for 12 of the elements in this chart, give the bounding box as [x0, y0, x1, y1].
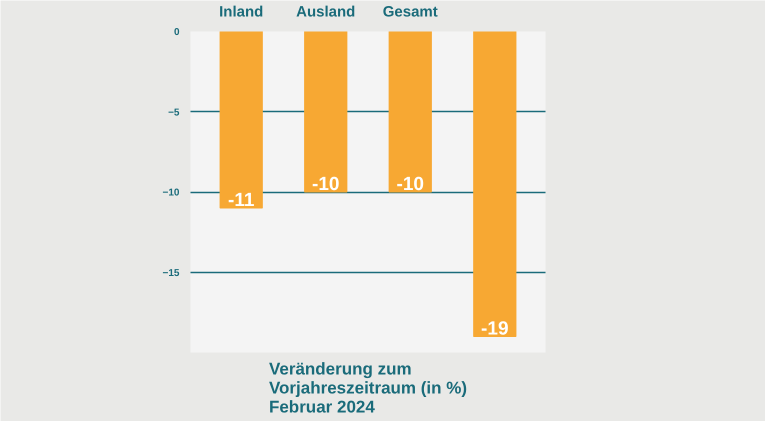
- data-label: -10: [312, 174, 340, 195]
- y-tick-label: 0: [174, 27, 180, 38]
- y-tick-label: −5: [168, 107, 180, 118]
- text: Veränderung zum Vorjahreszeitraum (in %) Februar 2024: [268, 360, 468, 416]
- y-tick-label: −10: [162, 188, 180, 198]
- data-label: -10: [396, 174, 424, 195]
- x-tick-label: Ausland: [296, 4, 356, 20]
- x-tick-label: Gesamt: [382, 4, 438, 20]
- x-tick-label: Inland: [219, 4, 264, 20]
- y-tick-label: −15: [162, 268, 180, 279]
- data-label: -11: [228, 190, 255, 212]
- data-label: -19: [481, 318, 509, 340]
